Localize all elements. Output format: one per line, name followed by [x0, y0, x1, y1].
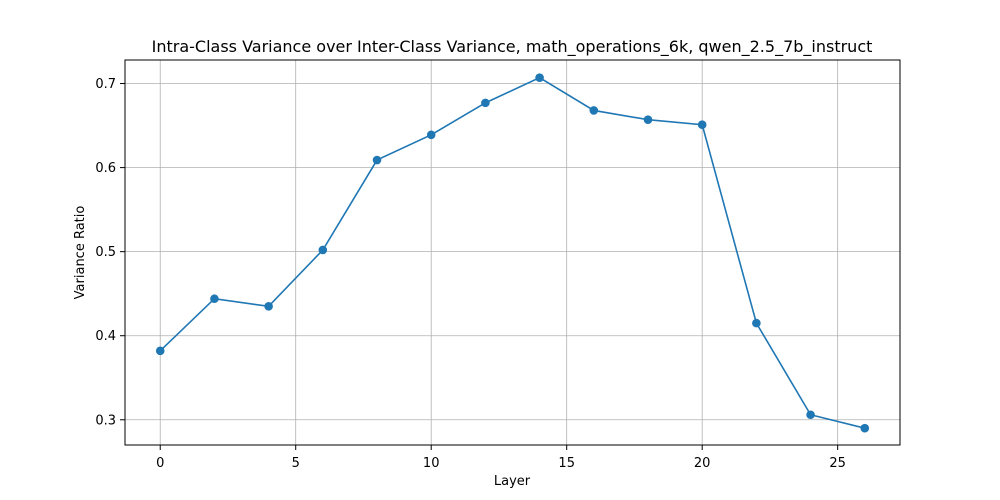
- x-tick-label: 25: [829, 456, 846, 471]
- chart-title: Intra-Class Variance over Inter-Class Va…: [152, 37, 873, 57]
- data-point: [155, 346, 165, 356]
- x-tick-label: 0: [156, 456, 164, 471]
- data-point: [589, 106, 599, 115]
- x-tick-label: 20: [694, 456, 711, 471]
- y-axis-label: Variance Ratio: [73, 206, 88, 300]
- x-tick-label: 15: [558, 456, 575, 471]
- data-point: [535, 73, 544, 82]
- y-tick-label: 0.5: [95, 245, 116, 260]
- data-point: [752, 318, 761, 328]
- y-tick-label: 0.6: [95, 161, 116, 176]
- series-layer: [155, 73, 870, 433]
- data-point: [643, 115, 653, 124]
- y-tick-label: 0.4: [95, 329, 116, 344]
- x-tick-label: 5: [292, 456, 300, 471]
- plot-frame: [124, 59, 901, 446]
- data-point: [264, 301, 273, 311]
- data-point: [210, 294, 219, 304]
- data-point: [426, 130, 436, 140]
- data-point: [806, 410, 815, 420]
- series-line: [159, 76, 865, 429]
- y-tick-label: 0.7: [95, 77, 116, 92]
- data-point: [860, 423, 870, 433]
- data-point: [318, 245, 328, 255]
- y-axis-ticks: 0.3 0.4 0.5 0.6 0.7: [95, 77, 125, 428]
- x-tick-label: 10: [423, 456, 440, 471]
- grid-lines: [125, 60, 900, 445]
- y-tick-label: 0.3: [95, 413, 116, 428]
- x-axis-ticks: 0 5 10 15 20 25: [156, 445, 846, 471]
- x-axis-label: Layer: [494, 474, 531, 489]
- data-point: [697, 120, 707, 130]
- data-point: [372, 155, 382, 165]
- data-point: [481, 98, 490, 108]
